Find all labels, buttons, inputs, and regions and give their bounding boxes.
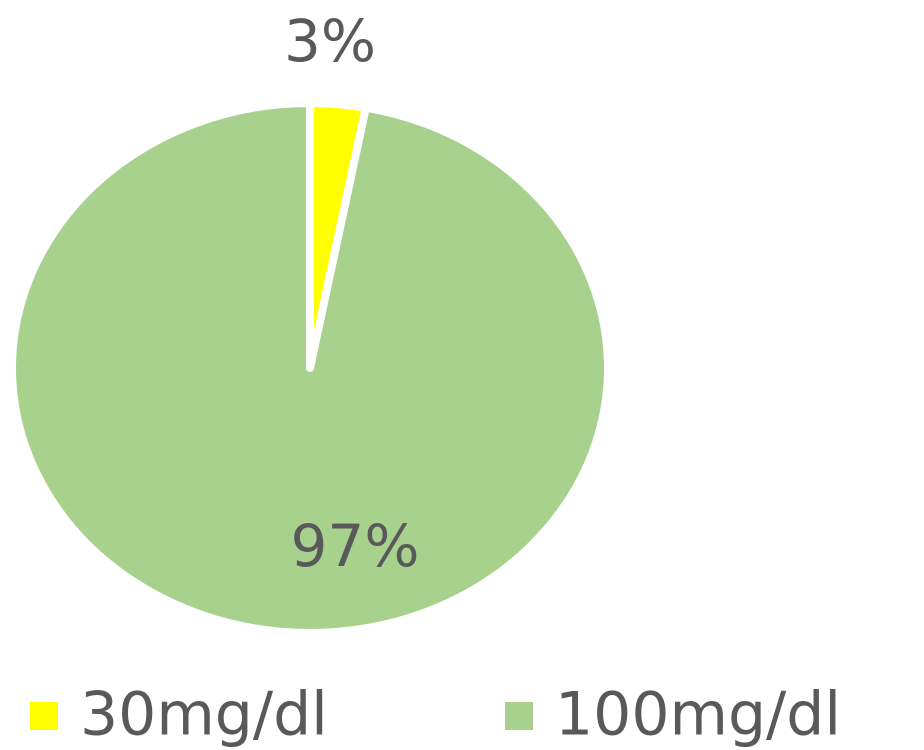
legend-swatch — [505, 702, 533, 730]
data-label: 3% — [284, 7, 376, 75]
legend-label: 100mg/dl — [555, 680, 841, 750]
data-label: 97% — [291, 512, 420, 580]
pie-slice — [8, 99, 612, 637]
legend-label: 30mg/dl — [80, 680, 328, 750]
legend-swatch — [30, 702, 58, 730]
